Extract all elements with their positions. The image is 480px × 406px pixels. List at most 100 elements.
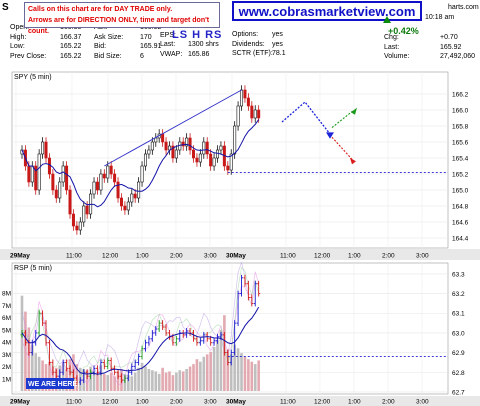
volume-bar <box>34 353 38 391</box>
time-tick-label: 29May <box>10 253 30 260</box>
price-candle-body <box>44 141 48 159</box>
volume-bar <box>192 364 195 391</box>
volume-bar <box>147 369 151 391</box>
volume-bar <box>253 364 257 391</box>
price-candle-body <box>102 173 106 179</box>
time-tick-label: 1:00 <box>136 253 149 260</box>
volume-bar <box>137 367 140 391</box>
price-candle-body <box>133 193 137 199</box>
price-tick-label: 164.4 <box>452 236 469 243</box>
price-tick-label: 166.0 <box>452 108 469 115</box>
time-tick-label: 11:00 <box>66 253 82 260</box>
x-axis-band <box>0 249 480 260</box>
volume-bar <box>99 365 103 391</box>
quote-label: Bid Size: <box>94 52 122 60</box>
volume-bar <box>188 366 192 391</box>
price-candle-body <box>92 181 96 195</box>
volume-bar <box>195 359 199 391</box>
rsp-tick-label: 62.8 <box>452 370 465 377</box>
time-tick-label: 2:00 <box>382 253 395 260</box>
quote-label: VWAP: <box>160 50 183 58</box>
price-candle-body <box>116 181 120 199</box>
price-candle-body <box>243 89 247 99</box>
time-tick-label: 12:00 <box>102 253 119 260</box>
volume-tick-label: 2M <box>2 364 11 371</box>
volume-bar <box>164 372 168 391</box>
volume-bar <box>178 370 182 391</box>
direction-arrows <box>281 101 357 165</box>
time-tick-label: 1:00 <box>348 253 361 260</box>
price-tick-label: 165.6 <box>452 140 469 147</box>
volume-bar <box>209 351 212 391</box>
quote-value: 165.91 <box>140 43 162 50</box>
volume-bar <box>175 372 178 391</box>
time-tick-label: 3:00 <box>416 253 429 260</box>
volume-bar <box>161 367 164 391</box>
price-candle-body <box>226 165 230 171</box>
time-tick-label: 3:00 <box>204 253 217 260</box>
volume-bar <box>44 364 48 391</box>
volume-bar <box>185 369 188 391</box>
volume-bar <box>140 362 144 391</box>
time-tick-label: 12:00 <box>314 399 331 406</box>
price-candle-body <box>99 173 103 191</box>
quote-label: Options: <box>232 31 259 38</box>
price-candle-body <box>119 197 123 207</box>
quote-value: 170 <box>140 33 152 41</box>
volume-bar <box>168 371 171 391</box>
disclaimer-banner: Calls on this chart are for DAY TRADE on… <box>24 2 220 35</box>
quote-label: EPS: <box>160 31 176 39</box>
price-candle-body <box>205 141 209 155</box>
volume-tick-label: 8M <box>2 291 11 298</box>
quote-value: yes <box>272 31 283 38</box>
green-arrowhead <box>351 107 357 115</box>
volume-bar <box>199 361 202 391</box>
volume-bar <box>243 356 247 391</box>
volume-bar <box>240 353 243 391</box>
time-tick-label: 2:00 <box>382 399 395 406</box>
time-tick-label: 11:00 <box>280 399 296 406</box>
price-candle-body <box>51 173 55 191</box>
volume-bar <box>216 339 219 391</box>
price-candle-body <box>192 149 196 159</box>
volume-bar <box>113 376 116 391</box>
volume-bar <box>48 361 51 391</box>
quote-label: Open: <box>10 24 30 31</box>
red-arrow <box>331 136 354 161</box>
price-candle-body <box>240 89 244 107</box>
time-tick-label: 1:00 <box>136 399 149 406</box>
price-candle-body <box>71 213 75 227</box>
price-candle-body <box>198 153 202 163</box>
price-candle-body <box>27 165 31 183</box>
price-candle-body <box>164 141 168 151</box>
volume-bar <box>171 375 175 391</box>
quote-label: Prev Close: <box>10 52 47 60</box>
blue-arrowhead <box>326 132 334 139</box>
time-tick-label: 1:00 <box>348 399 361 406</box>
site-banner[interactable]: www.cobrasmarketview.com <box>232 1 422 21</box>
price-tick-label: 165.0 <box>452 188 469 195</box>
rsp-tick-label: 62.9 <box>452 350 465 357</box>
price-candle-body <box>78 221 82 231</box>
price-candle-body <box>257 109 261 119</box>
volume-bar <box>257 360 260 391</box>
overlay-line <box>21 271 260 385</box>
price-tick-label: 165.8 <box>452 124 469 131</box>
price-candle-body <box>130 193 134 203</box>
price-candle-body <box>246 97 250 107</box>
price-candle-body <box>250 105 254 119</box>
overlay-line <box>21 261 259 378</box>
time-axis-top: 29May 11:00 12:00 1:00 2:00 3:00 30May 11:00 12:… <box>10 253 429 260</box>
volume-bar <box>144 366 147 391</box>
price-candle-body <box>61 165 65 183</box>
price-candle-body <box>209 153 213 167</box>
time-label: 10:18 am <box>425 14 455 21</box>
volume-bar <box>133 372 137 391</box>
we-are-here-badge <box>26 378 74 389</box>
time-tick-label: 11:00 <box>66 399 82 406</box>
quote-label: Chg: <box>384 34 399 41</box>
price-candle-body <box>34 165 38 191</box>
volume-bar <box>37 356 41 391</box>
price-tick-label: 164.8 <box>452 204 469 211</box>
volume-bar <box>127 375 130 391</box>
